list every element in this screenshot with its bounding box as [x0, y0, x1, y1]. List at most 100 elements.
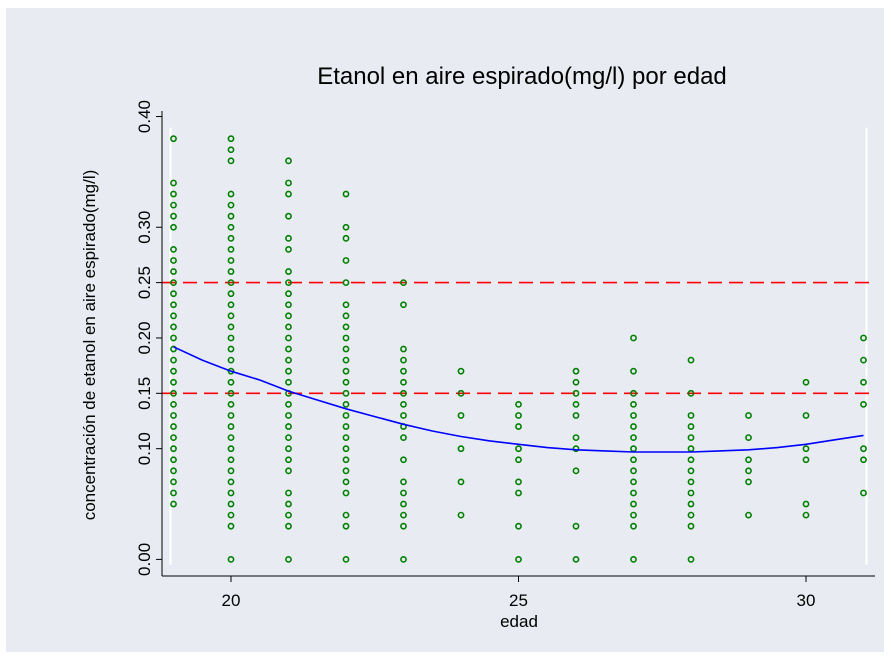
data-point — [342, 511, 350, 519]
data-point — [285, 323, 292, 331]
x-tick-label: 30 — [797, 591, 816, 610]
data-point — [342, 467, 350, 475]
data-point — [285, 157, 292, 165]
data-point — [342, 223, 350, 231]
y-axis: 0.00 0.10 0.15 0.20 0.25 0.30 0.40 — [135, 100, 163, 576]
data-point — [687, 478, 695, 486]
data-point — [285, 500, 292, 508]
data-point — [227, 389, 235, 397]
data-point — [227, 268, 235, 275]
data-point — [860, 400, 867, 408]
data-point — [227, 157, 235, 165]
smooth-line — [173, 346, 864, 453]
data-point — [342, 389, 350, 397]
data-point — [170, 279, 177, 287]
data-point — [745, 412, 752, 419]
data-point — [170, 412, 177, 419]
data-point — [227, 245, 235, 253]
data-point — [170, 423, 177, 430]
data-point — [170, 467, 177, 475]
data-point — [400, 356, 407, 364]
data-point — [400, 345, 407, 353]
data-point — [802, 511, 810, 519]
data-point — [227, 378, 235, 386]
data-point — [572, 412, 580, 419]
data-point — [342, 279, 350, 287]
data-point — [170, 400, 177, 408]
data-point — [227, 522, 235, 530]
data-point — [342, 334, 350, 342]
data-point — [227, 356, 235, 364]
data-point — [342, 423, 350, 430]
data-point — [687, 389, 695, 397]
data-point — [630, 434, 637, 442]
data-point — [400, 400, 407, 408]
data-point — [227, 212, 235, 220]
data-point — [170, 456, 177, 464]
data-point — [687, 511, 695, 519]
data-point — [227, 135, 235, 143]
data-point — [457, 412, 465, 419]
data-point — [687, 356, 695, 364]
data-point — [285, 378, 292, 386]
data-point — [687, 500, 695, 508]
data-point — [400, 522, 407, 530]
data-point — [170, 334, 177, 342]
chart-title: Etanol en aire espirado(mg/l) por edad — [317, 63, 727, 90]
data-point — [227, 234, 235, 242]
y-tick-label: 0.25 — [135, 266, 154, 299]
data-point — [457, 389, 465, 397]
data-point — [227, 223, 235, 231]
data-point — [285, 312, 292, 320]
data-point — [227, 434, 235, 442]
data-point — [745, 478, 752, 486]
data-point — [342, 190, 350, 198]
data-point — [515, 555, 522, 563]
data-point — [285, 367, 292, 375]
data-point — [170, 268, 177, 275]
data-point — [515, 522, 522, 530]
data-point — [572, 467, 580, 475]
y-tick-label: 0.00 — [135, 543, 154, 576]
data-point — [170, 257, 177, 264]
data-point — [457, 478, 465, 486]
data-point — [170, 478, 177, 486]
data-point — [400, 489, 407, 497]
data-point — [170, 434, 177, 442]
data-point — [687, 467, 695, 475]
data-point — [342, 234, 350, 242]
data-point — [227, 500, 235, 508]
data-point — [227, 323, 235, 331]
data-point — [745, 467, 752, 475]
data-point — [400, 434, 407, 442]
data-point — [745, 434, 752, 442]
data-point — [630, 500, 637, 508]
data-point — [630, 511, 637, 519]
data-point — [572, 445, 580, 453]
data-point — [400, 301, 407, 309]
data-point — [342, 323, 350, 331]
data-point — [342, 456, 350, 464]
data-point — [342, 400, 350, 408]
data-point — [745, 456, 752, 464]
data-point — [285, 467, 292, 475]
data-point — [515, 400, 522, 408]
data-point — [630, 400, 637, 408]
data-point — [342, 412, 350, 419]
data-point — [630, 478, 637, 486]
data-point — [227, 467, 235, 475]
data-point — [170, 345, 177, 353]
y-tick-label: 0.20 — [135, 321, 154, 354]
data-point — [687, 423, 695, 430]
data-point — [515, 456, 522, 464]
data-point — [285, 268, 292, 275]
data-point — [285, 212, 292, 220]
data-point — [285, 301, 292, 309]
data-point — [227, 555, 235, 563]
x-tick-label: 20 — [222, 591, 241, 610]
data-point — [342, 445, 350, 453]
data-point — [227, 511, 235, 519]
data-point — [630, 489, 637, 497]
data-point — [342, 434, 350, 442]
data-point — [860, 489, 867, 497]
